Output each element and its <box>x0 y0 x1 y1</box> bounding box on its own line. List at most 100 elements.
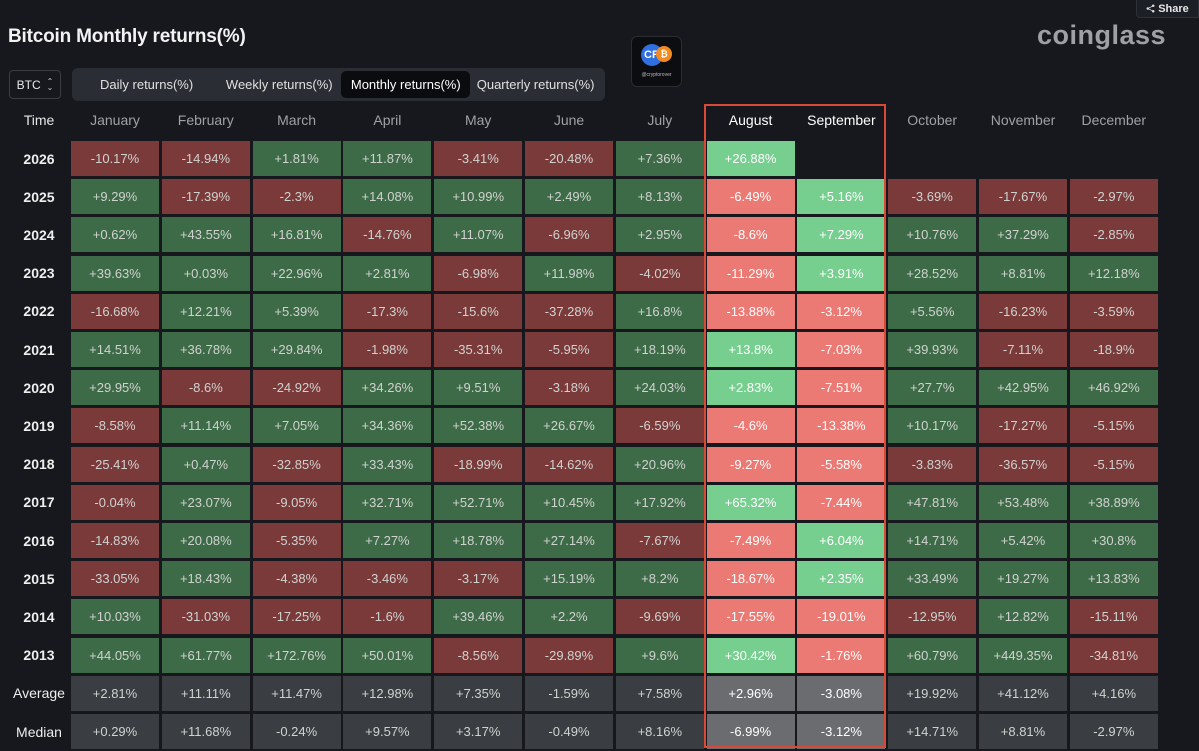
return-cell: +7.29% <box>797 217 886 253</box>
column-header-january: January <box>90 112 140 128</box>
return-cell: -5.15% <box>1069 446 1158 482</box>
return-cell: -1.76% <box>797 637 886 673</box>
return-cell: -3.59% <box>1069 293 1158 329</box>
return-cell: +17.92% <box>615 484 704 520</box>
return-cell: +10.76% <box>888 217 977 253</box>
summary-cell: +8.16% <box>615 714 704 749</box>
return-cell: +11.14% <box>161 408 250 444</box>
return-cell: -14.83% <box>71 523 159 558</box>
summary-cell: +3.17% <box>434 714 523 749</box>
return-cell: +43.55% <box>161 217 250 253</box>
return-cell: -14.76% <box>343 217 432 253</box>
tab-weekly-returns[interactable]: Weekly returns(%) <box>225 77 333 92</box>
return-cell: +39.63% <box>71 255 159 291</box>
return-cell: +9.51% <box>434 370 523 406</box>
summary-cell: +0.29% <box>71 714 159 749</box>
return-cell: -14.62% <box>525 446 613 482</box>
return-cell: -25.41% <box>71 446 159 482</box>
return-cell: +0.47% <box>161 446 250 482</box>
return-cell: +18.78% <box>434 523 523 558</box>
asset-select[interactable]: BTC ⌃ ⌄ <box>9 70 61 99</box>
return-cell: -8.6% <box>706 217 795 253</box>
return-cell: +42.95% <box>979 370 1067 406</box>
return-cell: -6.98% <box>434 255 523 291</box>
return-cell: +20.96% <box>615 446 704 482</box>
year-label: 2021 <box>23 341 55 358</box>
return-cell: +13.83% <box>1069 561 1158 597</box>
return-cell: -2.3% <box>252 179 341 215</box>
watermark-logo: CR ₿ @cryptorover <box>631 36 682 87</box>
chevron-updown-icon: ⌃ ⌄ <box>46 76 54 92</box>
return-cell: -13.38% <box>797 408 886 444</box>
tab-monthly-returns[interactable]: Monthly returns(%) <box>341 71 471 98</box>
return-cell: +60.79% <box>888 637 977 673</box>
share-icon <box>1146 4 1155 13</box>
return-cell: +13.8% <box>706 332 795 367</box>
tab-daily-returns[interactable]: Daily returns(%) <box>100 77 194 92</box>
return-cell: -17.3% <box>343 293 432 329</box>
column-header-time: Time <box>23 112 55 128</box>
year-label: 2015 <box>23 570 55 587</box>
return-cell: -3.17% <box>434 561 523 597</box>
return-cell: +16.81% <box>252 217 341 253</box>
return-cell: -0.04% <box>71 484 159 520</box>
return-cell: +22.96% <box>252 255 341 291</box>
return-cell: +16.8% <box>615 293 704 329</box>
return-cell: +27.14% <box>525 523 613 558</box>
summary-cell: +11.47% <box>252 675 341 711</box>
return-cell: -34.81% <box>1069 637 1158 673</box>
return-cell: -15.6% <box>434 293 523 329</box>
return-period-tabs: Daily returns(%) Weekly returns(%) Monthly… <box>72 68 605 101</box>
return-cell: +7.36% <box>615 141 704 176</box>
return-cell: +5.42% <box>979 523 1067 558</box>
return-cell: -4.6% <box>706 408 795 444</box>
summary-cell: +41.12% <box>979 675 1067 711</box>
return-cell: +449.35% <box>979 637 1067 673</box>
return-cell: +9.29% <box>71 179 159 215</box>
return-cell: +10.03% <box>71 599 159 635</box>
return-cell: +12.18% <box>1069 255 1158 291</box>
share-button[interactable]: Share <box>1136 0 1199 18</box>
year-label: 2023 <box>23 265 55 282</box>
return-cell: +19.27% <box>979 561 1067 597</box>
year-label: 2022 <box>23 303 55 320</box>
return-cell: -36.57% <box>979 446 1067 482</box>
return-cell: +2.49% <box>525 179 613 215</box>
return-cell: +8.2% <box>615 561 704 597</box>
year-label: 2025 <box>23 188 55 205</box>
bitcoin-icon: ₿ <box>656 46 672 62</box>
summary-cell: -2.97% <box>1069 714 1158 749</box>
return-cell: -12.95% <box>888 599 977 635</box>
summary-cell: +11.68% <box>161 714 250 749</box>
year-label: 2019 <box>23 417 55 434</box>
return-cell: -17.39% <box>161 179 250 215</box>
column-header-april: April <box>373 112 402 128</box>
return-cell: -7.03% <box>797 332 886 367</box>
return-cell: +10.17% <box>888 408 977 444</box>
return-cell: -16.23% <box>979 293 1067 329</box>
return-cell: +3.91% <box>797 255 886 291</box>
return-cell: +23.07% <box>161 484 250 520</box>
return-cell: -3.46% <box>343 561 432 597</box>
return-cell: +38.89% <box>1069 484 1158 520</box>
return-cell: +30.42% <box>706 637 795 673</box>
return-cell: +52.38% <box>434 408 523 444</box>
return-cell: -7.11% <box>979 332 1067 367</box>
return-cell: -5.35% <box>252 523 341 558</box>
return-cell: -8.58% <box>71 408 159 444</box>
return-cell: -7.49% <box>706 523 795 558</box>
return-cell: +14.08% <box>343 179 432 215</box>
return-cell: -29.89% <box>525 637 613 673</box>
year-label: 2026 <box>23 150 55 167</box>
return-cell: +27.7% <box>888 370 977 406</box>
summary-cell: +9.57% <box>343 714 432 749</box>
return-cell: -35.31% <box>434 332 523 367</box>
tab-quarterly-returns[interactable]: Quarterly returns(%) <box>476 77 595 92</box>
return-cell: +39.93% <box>888 332 977 367</box>
return-cell: -19.01% <box>797 599 886 635</box>
return-cell: +5.16% <box>797 179 886 215</box>
return-cell: +11.98% <box>525 255 613 291</box>
year-label: 2014 <box>23 608 55 625</box>
return-cell: +11.07% <box>434 217 523 253</box>
return-cell: -9.27% <box>706 446 795 482</box>
